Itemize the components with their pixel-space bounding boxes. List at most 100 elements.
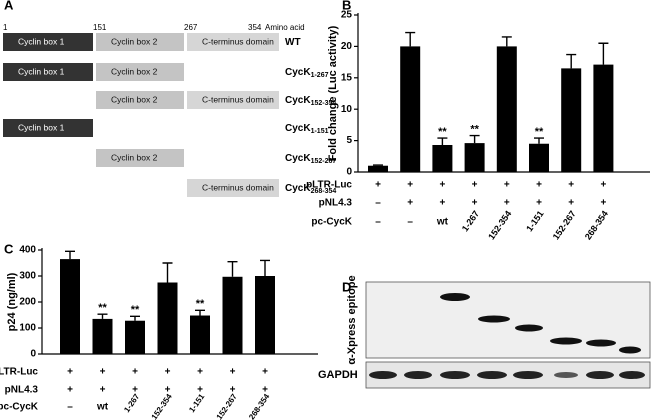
bar bbox=[157, 282, 178, 354]
blot-band bbox=[586, 339, 616, 347]
condition-name: pNL4.3 bbox=[319, 198, 353, 209]
condition-entry: – bbox=[407, 217, 413, 228]
y-tick-label: 100 bbox=[19, 323, 36, 334]
condition-entry: + bbox=[262, 367, 268, 378]
bar bbox=[92, 318, 113, 354]
significance: ** bbox=[438, 126, 447, 138]
panel-label: B bbox=[342, 0, 351, 12]
blot-band bbox=[404, 371, 432, 379]
condition-name: pNL4.3 bbox=[5, 385, 39, 396]
domain-label: Cyclin box 1 bbox=[18, 66, 65, 76]
condition-entry: + bbox=[100, 367, 106, 378]
domain-label: C-terminus domain bbox=[202, 182, 274, 192]
domain-box bbox=[96, 63, 184, 81]
blot-band bbox=[440, 371, 470, 379]
condition-entry: + bbox=[132, 367, 138, 378]
domain-label: C-terminus domain bbox=[202, 36, 274, 46]
bar bbox=[190, 315, 210, 354]
condition-entry: + bbox=[230, 367, 236, 378]
y-tick-label: 5 bbox=[346, 135, 352, 146]
scale-label: 354 bbox=[248, 23, 262, 32]
bar bbox=[432, 144, 453, 172]
condition-entry: + bbox=[100, 385, 106, 396]
y-tick-label: 200 bbox=[19, 297, 36, 308]
condition-name: pLTR-Luc bbox=[306, 180, 352, 191]
error-bar bbox=[437, 137, 448, 145]
bar bbox=[368, 165, 388, 172]
condition-entry: – bbox=[375, 198, 381, 209]
domain-label: Cyclin box 1 bbox=[18, 36, 65, 46]
domain-label: Cyclin box 2 bbox=[111, 66, 158, 76]
error-bar bbox=[598, 42, 609, 65]
error-bar bbox=[469, 134, 480, 144]
construct-subscript: 268-354 bbox=[311, 188, 337, 195]
construct-label: CycK268-354 bbox=[285, 183, 336, 195]
error-bar bbox=[130, 315, 140, 321]
error-bar bbox=[227, 261, 238, 277]
condition-entry: + bbox=[407, 198, 413, 209]
blot-band bbox=[440, 293, 470, 301]
bar bbox=[464, 143, 485, 172]
construct-subscript: 1-267 bbox=[311, 72, 329, 79]
bar bbox=[593, 64, 614, 172]
scale-label: 151 bbox=[93, 23, 107, 32]
error-bar bbox=[65, 250, 75, 260]
scale-label: 267 bbox=[184, 23, 198, 32]
domain-label: Cyclin box 2 bbox=[111, 152, 158, 162]
domain-box bbox=[187, 179, 279, 197]
condition-entry: wt bbox=[436, 217, 449, 228]
domain-box bbox=[3, 63, 93, 81]
condition-entry: 1-151 bbox=[524, 209, 545, 234]
condition-entry: + bbox=[568, 180, 574, 191]
domain-label: C-terminus domain bbox=[202, 94, 274, 104]
blot-band bbox=[478, 315, 510, 323]
significance: ** bbox=[535, 126, 544, 138]
blot-band bbox=[369, 371, 397, 379]
y-tick-label: 300 bbox=[19, 271, 36, 282]
significance: ** bbox=[131, 304, 140, 316]
construct-subscript: 152-354 bbox=[311, 100, 337, 107]
condition-entry: + bbox=[600, 198, 606, 209]
domain-box bbox=[96, 91, 184, 109]
blot-band bbox=[515, 324, 543, 332]
construct-name: CycK bbox=[285, 153, 311, 164]
panel-label: C bbox=[4, 241, 14, 256]
condition-entry: + bbox=[407, 180, 413, 191]
condition-entry: wt bbox=[96, 402, 109, 413]
condition-entry: 152-267 bbox=[215, 392, 240, 420]
condition-entry: – bbox=[375, 217, 381, 228]
y-tick-label: 20 bbox=[341, 41, 353, 52]
antibody-label: α-Xpress epitope bbox=[346, 275, 358, 364]
significance: ** bbox=[98, 302, 107, 314]
condition-entry: + bbox=[197, 367, 203, 378]
bar bbox=[561, 68, 582, 172]
y-tick-label: 25 bbox=[341, 10, 353, 21]
condition-entry: + bbox=[600, 180, 606, 191]
condition-entry: + bbox=[230, 385, 236, 396]
bar bbox=[529, 143, 549, 172]
domain-box bbox=[96, 33, 184, 51]
condition-entry: + bbox=[165, 367, 171, 378]
construct-name: CycK bbox=[285, 183, 311, 194]
significance: ** bbox=[196, 298, 205, 310]
domain-box bbox=[96, 149, 184, 167]
condition-entry: 1-151 bbox=[187, 392, 206, 414]
condition-entry: 152-267 bbox=[551, 209, 578, 242]
construct-label: CycK152-354 bbox=[285, 95, 336, 107]
error-bar bbox=[405, 31, 416, 47]
y-axis-label: p24 (ng/ml) bbox=[6, 272, 18, 331]
panel-label: D bbox=[342, 279, 351, 294]
construct-name: WT bbox=[285, 37, 301, 48]
error-bar bbox=[195, 309, 205, 316]
condition-entry: + bbox=[536, 180, 542, 191]
scale-label: 1 bbox=[3, 23, 8, 32]
y-tick-label: 10 bbox=[341, 104, 353, 115]
domain-box bbox=[3, 33, 93, 51]
significance: ** bbox=[470, 123, 479, 135]
bar bbox=[222, 276, 243, 354]
panel-label: A bbox=[4, 0, 14, 12]
error-bar bbox=[373, 164, 383, 166]
condition-entry: + bbox=[132, 385, 138, 396]
blot-band bbox=[619, 346, 641, 354]
error-bar bbox=[501, 36, 512, 47]
